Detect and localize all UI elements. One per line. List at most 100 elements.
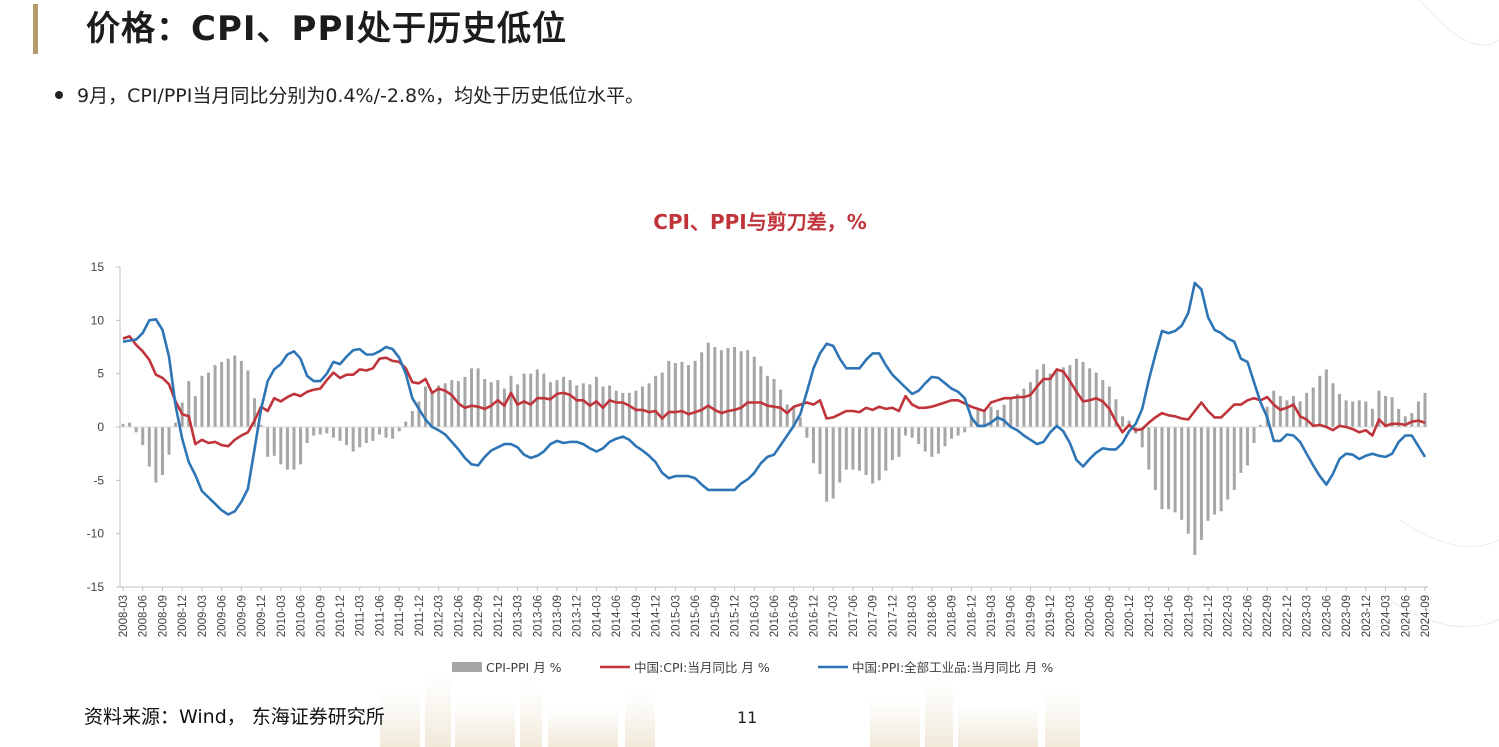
bar-cpi-ppi bbox=[1180, 427, 1184, 520]
x-tick-label: 2019-12 bbox=[1045, 595, 1057, 637]
bar-cpi-ppi bbox=[279, 427, 283, 465]
bar-cpi-ppi bbox=[384, 427, 388, 438]
bar-cpi-ppi bbox=[443, 383, 447, 427]
x-tick-label: 2009-09 bbox=[236, 595, 248, 637]
x-tick-label: 2023-09 bbox=[1341, 595, 1353, 637]
bar-cpi-ppi bbox=[693, 360, 697, 427]
legend-swatch-bar bbox=[452, 662, 482, 672]
bar-cpi-ppi bbox=[410, 411, 414, 427]
bar-cpi-ppi bbox=[1239, 427, 1243, 473]
bar-cpi-ppi bbox=[910, 427, 914, 438]
x-tick-label: 2008-12 bbox=[177, 595, 189, 637]
x-tick-label: 2010-09 bbox=[315, 595, 327, 637]
bar-cpi-ppi bbox=[1009, 398, 1013, 427]
bar-cpi-ppi bbox=[253, 398, 257, 427]
x-tick-label: 2024-09 bbox=[1420, 595, 1432, 637]
bar-cpi-ppi bbox=[1186, 427, 1190, 534]
bar-cpi-ppi bbox=[1318, 375, 1322, 427]
bar-cpi-ppi bbox=[200, 375, 204, 427]
x-tick-label: 2013-09 bbox=[552, 595, 564, 637]
bar-cpi-ppi bbox=[213, 365, 217, 427]
bar-cpi-ppi bbox=[1397, 408, 1401, 427]
bar-cpi-ppi bbox=[1285, 400, 1289, 427]
bar-cpi-ppi bbox=[713, 347, 717, 427]
bar-cpi-ppi bbox=[542, 373, 546, 427]
bar-cpi-ppi bbox=[371, 427, 375, 441]
bar-cpi-ppi bbox=[1423, 392, 1427, 427]
bullet-point: 9月，CPI/PPI当月同比分别为0.4%/-2.8%，均处于历史低位水平。 bbox=[55, 82, 644, 110]
bar-cpi-ppi bbox=[423, 386, 427, 427]
bar-cpi-ppi bbox=[134, 427, 138, 433]
bar-cpi-ppi bbox=[312, 427, 316, 436]
bar-cpi-ppi bbox=[700, 352, 704, 427]
y-tick-label: 15 bbox=[91, 260, 105, 274]
x-tick-label: 2022-09 bbox=[1262, 595, 1274, 637]
bar-cpi-ppi bbox=[627, 392, 631, 427]
bar-cpi-ppi bbox=[1094, 372, 1098, 427]
bar-cpi-ppi bbox=[719, 350, 723, 427]
bar-cpi-ppi bbox=[1416, 401, 1420, 427]
x-tick-label: 2023-12 bbox=[1361, 595, 1373, 637]
x-tick-label: 2017-06 bbox=[848, 595, 860, 637]
bar-cpi-ppi bbox=[259, 424, 263, 427]
bar-cpi-ppi bbox=[1160, 427, 1164, 510]
bar-cpi-ppi bbox=[220, 361, 224, 427]
bar-cpi-ppi bbox=[687, 365, 691, 427]
bar-cpi-ppi bbox=[1015, 393, 1019, 427]
x-tick-label: 2009-03 bbox=[197, 595, 209, 637]
bar-cpi-ppi bbox=[1370, 408, 1374, 427]
bar-cpi-ppi bbox=[956, 427, 960, 436]
x-tick-label: 2020-03 bbox=[1065, 595, 1077, 637]
bar-cpi-ppi bbox=[963, 427, 967, 433]
x-tick-label: 2010-12 bbox=[335, 595, 347, 637]
x-tick-label: 2016-03 bbox=[749, 595, 761, 637]
bar-cpi-ppi bbox=[864, 427, 868, 475]
bar-cpi-ppi bbox=[621, 392, 625, 427]
bar-cpi-ppi bbox=[529, 373, 533, 427]
bar-cpi-ppi bbox=[502, 388, 506, 427]
cpi-ppi-chart: 15 10 5 0 -5 -10 -15 2008-03 2008-06 2008-09 2008-… bbox=[87, 260, 1432, 675]
x-tick-label: 2020-06 bbox=[1085, 595, 1097, 637]
bar-cpi-ppi bbox=[989, 406, 993, 427]
bar-cpi-ppi bbox=[483, 379, 487, 427]
bar-cpi-ppi bbox=[430, 392, 434, 427]
bar-cpi-ppi bbox=[647, 383, 651, 427]
bar-cpi-ppi bbox=[1121, 416, 1125, 427]
cpi-line bbox=[122, 335, 1426, 448]
bar-cpi-ppi bbox=[1193, 427, 1197, 555]
x-tick-label: 2018-12 bbox=[966, 595, 978, 637]
x-tick-label: 2017-03 bbox=[828, 595, 840, 637]
bar-cpi-ppi bbox=[811, 427, 815, 464]
bar-cpi-ppi bbox=[1022, 388, 1026, 427]
bar-cpi-ppi bbox=[226, 358, 230, 427]
x-tick-label: 2022-12 bbox=[1282, 595, 1294, 637]
bar-cpi-ppi bbox=[608, 385, 612, 427]
bar-cpi-ppi bbox=[351, 427, 355, 452]
x-tick-label: 2014-06 bbox=[611, 595, 623, 637]
bar-cpi-ppi bbox=[838, 427, 842, 483]
y-tick-label: -10 bbox=[87, 527, 105, 541]
x-tick-label: 2022-06 bbox=[1242, 595, 1254, 637]
bar-cpi-ppi bbox=[272, 427, 276, 456]
bar-cpi-ppi bbox=[331, 427, 335, 438]
bar-cpi-ppi bbox=[1055, 370, 1059, 427]
bar-cpi-ppi bbox=[936, 427, 940, 454]
bar-cpi-ppi bbox=[1213, 427, 1217, 515]
bar-cpi-ppi bbox=[897, 427, 901, 457]
bar-cpi-ppi bbox=[1331, 383, 1335, 427]
bar-cpi-ppi bbox=[1311, 387, 1315, 427]
legend-label: 中国:PPI:全部工业品:当月同比 月 % bbox=[852, 660, 1053, 675]
bar-cpi-ppi bbox=[141, 427, 145, 446]
bar-cpi-ppi bbox=[890, 427, 894, 461]
x-tick-label: 2012-12 bbox=[493, 595, 505, 637]
ppi-line bbox=[122, 281, 1427, 516]
bullet-text: 9月，CPI/PPI当月同比分别为0.4%/-2.8%，均处于历史低位水平。 bbox=[77, 85, 645, 107]
bar-cpi-ppi bbox=[575, 385, 579, 427]
bar-cpi-ppi bbox=[174, 422, 178, 427]
bar-cpi-ppi bbox=[233, 355, 237, 427]
bar-cpi-ppi bbox=[470, 368, 474, 427]
bar-cpi-ppi bbox=[667, 360, 671, 427]
bar-cpi-ppi bbox=[568, 380, 572, 427]
bar-cpi-ppi bbox=[417, 401, 421, 427]
page-number: 11 bbox=[737, 708, 758, 727]
